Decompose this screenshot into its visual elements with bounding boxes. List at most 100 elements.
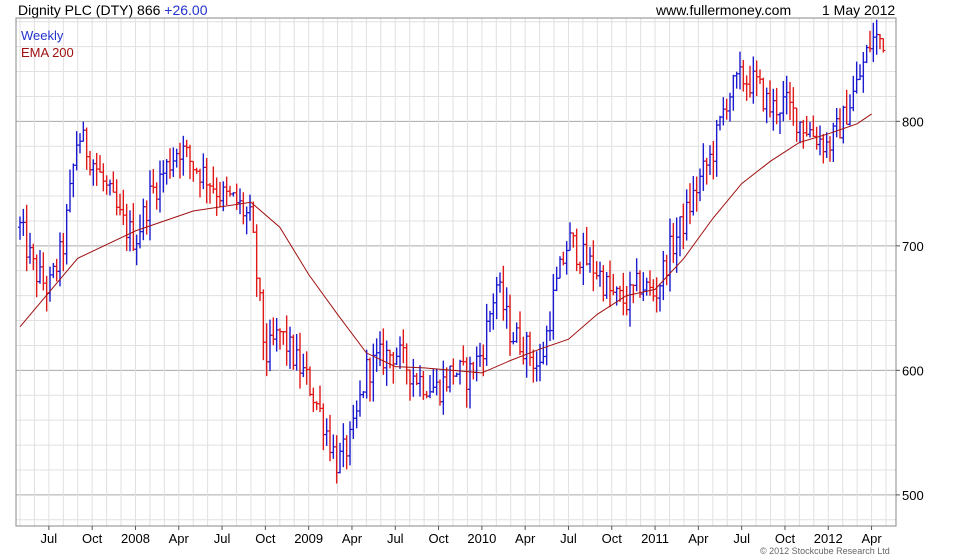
y-tick-label: 700: [902, 239, 924, 254]
price-bar: [454, 372, 459, 378]
price-bar: [678, 216, 682, 257]
y-axis: 500 600 700 800: [896, 114, 924, 503]
x-tick-label: Jul: [214, 531, 231, 546]
price-bar: [841, 105, 846, 144]
price-bar: [591, 240, 596, 292]
price-bar: [851, 75, 856, 112]
price-bar: [504, 287, 509, 329]
price-bar: [71, 163, 76, 198]
x-tick-label: Jul: [733, 531, 750, 546]
x-tick-label: 2012: [814, 531, 843, 546]
price-bar: [171, 147, 176, 178]
price-bar: [821, 134, 826, 164]
price-bar: [164, 159, 169, 185]
price-bar: [811, 115, 816, 138]
price-bar: [444, 367, 449, 392]
price-bar: [801, 119, 806, 149]
price-bar: [124, 203, 129, 251]
price-bar: [818, 125, 822, 156]
price-bar: [244, 206, 249, 235]
price-bar: [881, 38, 886, 53]
price-bar: [441, 360, 446, 415]
price-bar: [294, 333, 299, 371]
x-tick-label: Apr: [688, 531, 709, 546]
copyright-notice: © 2012 Stockcube Research Ltd: [760, 546, 890, 556]
price-bar: [61, 232, 66, 272]
x-tick-label: 2010: [467, 531, 496, 546]
price-bar: [411, 358, 416, 397]
x-axis: Jul Oct 2008 Apr Jul Oct 2009 Apr Jul Oct 2010 Apr J…: [41, 526, 882, 546]
price-bar: [338, 442, 342, 474]
price-bar: [374, 338, 379, 372]
price-bar: [131, 203, 136, 251]
price-bar: [804, 115, 809, 137]
price-bar: [714, 119, 719, 177]
ema-200-line: [19, 113, 872, 374]
x-tick-label: Jul: [560, 531, 577, 546]
legend-ema-200: EMA 200: [21, 45, 74, 60]
price-bar: [854, 61, 859, 94]
price-bar: [78, 133, 82, 154]
price-bar: [431, 369, 436, 393]
price-bar: [68, 169, 72, 213]
price-bar: [28, 232, 32, 264]
price-bar: [664, 254, 669, 286]
x-tick-label: Oct: [602, 531, 623, 546]
price-bar: [644, 277, 649, 296]
price-bar: [378, 331, 382, 367]
last-price: 866: [137, 2, 161, 18]
price-bar: [261, 289, 266, 361]
x-tick-label: Apr: [169, 531, 190, 546]
price-bar: [304, 351, 309, 385]
price-bar: [798, 121, 802, 144]
price-bar: [711, 140, 716, 180]
price-bar: [718, 115, 722, 131]
price-bar: [641, 272, 646, 302]
price-bar: [388, 349, 392, 369]
y-tick-label: 600: [902, 363, 924, 378]
instrument-name: Dignity PLC (DTY): [18, 2, 134, 18]
y-tick-label: 800: [902, 114, 924, 129]
price-bar: [324, 418, 329, 446]
x-tick-label: Oct: [775, 531, 796, 546]
price-bar: [218, 181, 222, 207]
price-bar: [344, 435, 349, 470]
chart-grid: [16, 18, 896, 526]
x-tick-label: Apr: [515, 531, 536, 546]
price-bar: [88, 150, 92, 176]
x-tick-label: Apr: [342, 531, 363, 546]
x-tick-label: 2011: [641, 531, 669, 546]
price-bar: [761, 77, 766, 112]
price-bar: [314, 401, 319, 411]
price-bar: [108, 179, 112, 196]
price-bar: [84, 127, 89, 170]
price-bar: [794, 107, 799, 142]
price-bar: [401, 329, 406, 364]
x-tick-label: Jul: [387, 531, 404, 546]
price-bar: [404, 343, 409, 385]
chart-date: 1 May 2012: [822, 2, 896, 18]
price-bar: [114, 179, 119, 216]
x-tick-label: Oct: [82, 531, 103, 546]
price-change: +26.00: [164, 2, 208, 18]
price-bar: [464, 357, 469, 408]
price-bar: [701, 143, 706, 191]
price-bar: [874, 19, 879, 55]
price-bar: [858, 64, 862, 81]
price-bar: [168, 148, 172, 179]
price-bar: [174, 148, 179, 168]
price-bar: [671, 223, 676, 263]
price-bar: [141, 198, 146, 241]
price-bar: [628, 271, 632, 327]
price-bar: [771, 88, 776, 131]
price-bar: [24, 204, 29, 272]
price-bar: [508, 294, 512, 356]
y-tick-label: 500: [902, 488, 924, 503]
price-bars: [18, 19, 886, 484]
price-bar: [551, 274, 556, 340]
price-bar: [298, 332, 302, 389]
price-bar: [288, 326, 292, 369]
x-tick-label: Oct: [255, 531, 276, 546]
price-bar: [311, 387, 316, 413]
